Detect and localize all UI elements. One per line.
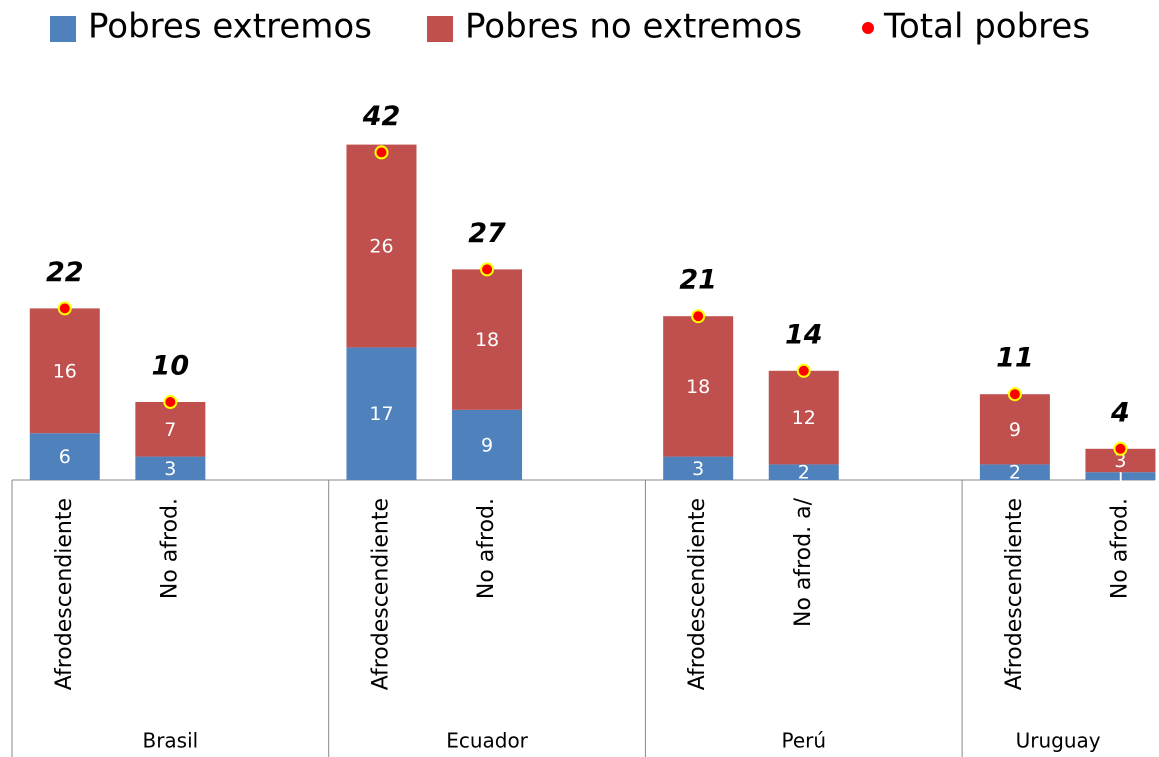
bar-segment xyxy=(346,144,417,348)
legend-label: Pobres extremos xyxy=(88,7,372,47)
segment-label: 17 xyxy=(369,403,393,425)
segment-label: 3 xyxy=(1114,450,1126,472)
total-marker xyxy=(796,363,811,378)
segment-label: 18 xyxy=(686,376,710,398)
legend-swatch xyxy=(427,16,453,42)
segment-label: 2 xyxy=(1009,462,1021,484)
x-tick-label: No afrod. xyxy=(474,498,499,599)
total-marker xyxy=(691,309,706,324)
total-label: 42 xyxy=(362,101,401,132)
x-tick-label: Afrodescendiente xyxy=(1002,498,1027,690)
segment-label: 7 xyxy=(164,419,176,441)
total-label: 10 xyxy=(152,351,190,382)
segment-label: 3 xyxy=(164,458,176,480)
bar-segment xyxy=(768,464,839,480)
segment-label: 9 xyxy=(1009,419,1021,441)
bar-segment xyxy=(346,347,417,480)
bar-segment xyxy=(29,308,100,434)
segment-label: 18 xyxy=(475,329,499,351)
legend-swatch xyxy=(50,16,76,42)
legend-label: Pobres no extremos xyxy=(465,7,802,47)
segment-label: 16 xyxy=(53,360,77,382)
bar-segment xyxy=(452,409,523,480)
total-marker xyxy=(57,301,72,316)
segment-label: 12 xyxy=(792,407,816,429)
legend-label: Total pobres xyxy=(883,7,1090,47)
total-label: 14 xyxy=(785,319,823,350)
total-marker xyxy=(374,145,389,160)
x-tick-label: No afrod. xyxy=(1107,498,1132,599)
bar-segment xyxy=(29,433,100,480)
bar-segment xyxy=(663,456,734,480)
segment-label: 9 xyxy=(481,434,493,456)
segment-label: 26 xyxy=(369,236,393,258)
total-marker xyxy=(163,395,178,409)
bar-segment xyxy=(135,456,206,480)
bar-segment xyxy=(135,402,206,457)
group-label: Brasil xyxy=(142,729,198,753)
total-label: 4 xyxy=(1110,397,1130,428)
total-marker xyxy=(1007,387,1022,402)
x-tick-label: Afrodescendiente xyxy=(685,498,710,690)
bar-segment xyxy=(1085,448,1156,473)
total-label: 21 xyxy=(679,265,717,296)
bar-segment xyxy=(452,269,523,410)
bar-segment xyxy=(663,316,734,457)
x-tick-label: No afrod. a/ xyxy=(791,497,816,627)
total-marker xyxy=(480,262,495,277)
total-marker xyxy=(1113,441,1128,456)
bar-segment xyxy=(768,370,839,465)
total-label: 27 xyxy=(468,218,506,249)
segment-label: 6 xyxy=(59,446,71,468)
x-tick-label: No afrod. xyxy=(157,498,182,599)
total-label: 11 xyxy=(996,343,1034,374)
bar-segment xyxy=(979,464,1050,480)
total-label: 22 xyxy=(46,257,84,288)
x-tick-label: Afrodescendiente xyxy=(368,498,393,690)
legend-marker xyxy=(862,22,874,34)
segment-label: 3 xyxy=(692,458,704,480)
x-tick-label: Afrodescendiente xyxy=(52,498,77,690)
group-label: Uruguay xyxy=(1016,729,1101,753)
group-label: Ecuador xyxy=(446,729,528,753)
bar-segment xyxy=(979,394,1050,465)
segment-label: 2 xyxy=(798,462,810,484)
bar-segment xyxy=(1085,472,1156,480)
group-label: Perú xyxy=(781,729,826,753)
